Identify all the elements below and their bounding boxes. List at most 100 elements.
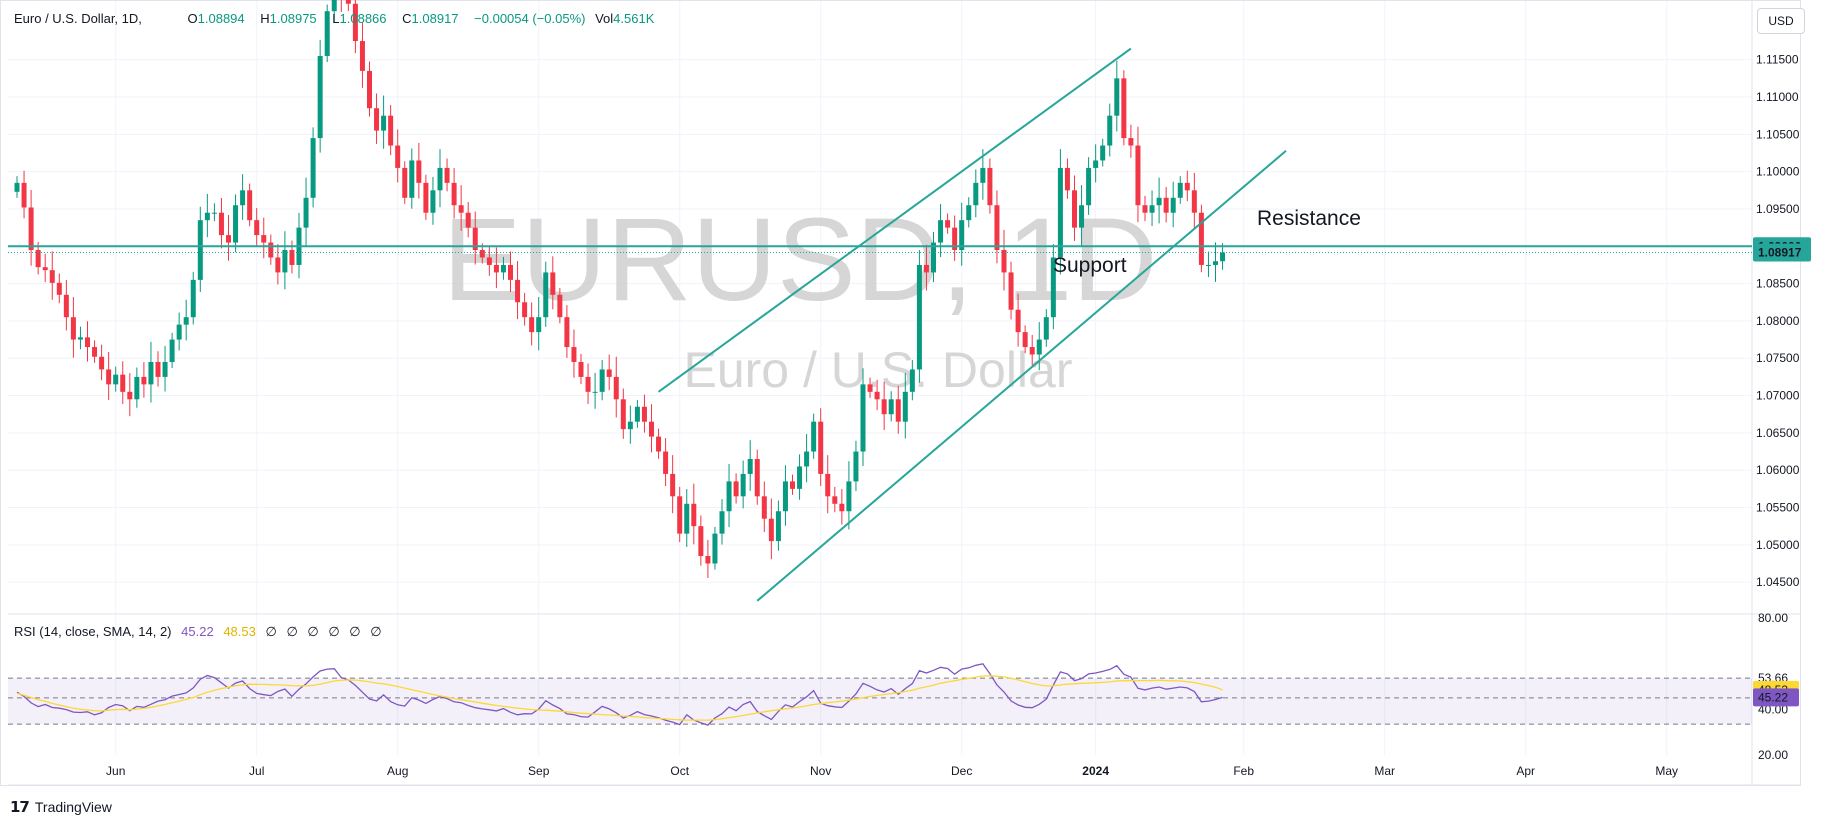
candle-body <box>106 369 112 385</box>
price-tick-label: 1.11500 <box>1756 53 1799 67</box>
rsi-legend-label[interactable]: RSI (14, close, SMA, 14, 2) <box>14 624 172 639</box>
candle-body <box>712 533 718 564</box>
candle-body <box>564 317 570 348</box>
candle-body <box>515 279 521 303</box>
candle-body <box>550 272 556 295</box>
close-value: 1.08917 <box>411 11 459 26</box>
candle-body <box>162 361 168 377</box>
tradingview-logo[interactable]: 𝟭𝟳 TradingView <box>10 798 112 816</box>
candle-body <box>959 220 965 251</box>
candle-body <box>606 369 612 377</box>
candle-body <box>522 302 528 318</box>
candle-body <box>331 0 337 12</box>
candle-body <box>634 406 640 422</box>
candle-body <box>980 167 986 183</box>
candle-body <box>63 294 69 318</box>
time-axis-label: Aug <box>387 764 408 778</box>
low-label: L <box>332 11 340 26</box>
resistance-annotation: Resistance <box>1257 207 1361 230</box>
candle-body <box>571 347 577 362</box>
candle-body <box>705 556 711 564</box>
candle-body <box>698 526 704 557</box>
candle-body <box>268 242 274 258</box>
rsi-tick-label: 20.00 <box>1758 748 1788 762</box>
candle-body <box>1086 167 1092 206</box>
candle-body <box>395 145 401 168</box>
candle-body <box>1149 205 1155 213</box>
candle-body <box>1050 257 1056 318</box>
symbol-label[interactable]: Euro / U.S. Dollar, 1D, <box>14 11 142 26</box>
candle-body <box>691 503 697 527</box>
candle-body <box>324 11 330 56</box>
candle-body <box>1205 264 1211 266</box>
currency-button[interactable]: USD <box>1757 8 1805 34</box>
candle-body <box>613 376 619 400</box>
candle-body <box>1036 339 1042 355</box>
candle-body <box>70 317 76 340</box>
candle-body <box>472 227 478 251</box>
candle-body <box>317 55 323 139</box>
candle-body <box>853 451 859 482</box>
high-label: H <box>260 11 270 26</box>
candle-body <box>1156 197 1162 206</box>
candle-body <box>987 167 993 206</box>
price-tick-label: 1.05500 <box>1756 501 1800 515</box>
time-axis-label: Mar <box>1374 764 1395 778</box>
candle-body <box>790 481 795 489</box>
candle-body <box>92 347 98 357</box>
candle-body <box>916 264 922 370</box>
candle-body <box>176 324 182 340</box>
candle-body <box>211 212 217 214</box>
price-tick-label: 1.06500 <box>1756 426 1800 440</box>
candle-body <box>761 496 767 519</box>
rsi-zero-3: ∅ <box>307 624 319 639</box>
time-axis-label: May <box>1655 764 1678 778</box>
candle-body <box>134 376 140 400</box>
candle-body <box>35 250 41 268</box>
candle-body <box>479 250 485 258</box>
candle-body <box>1079 205 1085 228</box>
candle-body <box>726 481 732 512</box>
candle-body <box>881 399 887 415</box>
candle-body <box>670 473 676 497</box>
candle-body <box>1001 250 1007 273</box>
candle-body <box>1015 309 1021 333</box>
time-axis-label: Jul <box>249 764 264 778</box>
price-tick-label: 1.10000 <box>1756 165 1800 179</box>
candle-body <box>543 272 549 318</box>
vol-value: 4.561K <box>613 11 655 26</box>
candle-body <box>113 374 119 385</box>
channel-upper-trendline <box>657 47 1132 393</box>
time-axis-label: Oct <box>670 764 689 778</box>
price-tick-label: 1.06000 <box>1756 463 1800 477</box>
price-tick-label: 1.05000 <box>1756 538 1800 552</box>
candle-body <box>1114 78 1120 116</box>
candle-body <box>14 182 20 192</box>
candle-body <box>416 160 422 183</box>
rsi-axis-label: 45.22 <box>1758 690 1788 704</box>
candle-body <box>966 205 972 221</box>
rsi-zero-5: ∅ <box>349 624 361 639</box>
candle-body <box>77 337 83 340</box>
ohlc-legend: Euro / U.S. Dollar, 1D, O1.08894 H1.0897… <box>14 11 666 26</box>
candle-body <box>754 459 760 497</box>
close-label: C <box>402 11 412 26</box>
candle-body <box>42 267 48 271</box>
candle-body <box>247 190 253 221</box>
support-annotation: Support <box>1053 254 1127 277</box>
candle-body <box>663 451 669 474</box>
low-value: 1.08866 <box>339 11 387 26</box>
candle-body <box>226 235 231 243</box>
candle-body <box>649 421 654 437</box>
candle-body <box>938 220 944 243</box>
candle-body <box>451 182 457 206</box>
candle-body <box>945 220 951 228</box>
price-tick-label: 1.08000 <box>1756 314 1800 328</box>
candle-body <box>1064 167 1070 191</box>
candle-body <box>218 212 224 236</box>
candle-body <box>1184 182 1190 191</box>
high-value: 1.08975 <box>269 11 317 26</box>
candle-body <box>902 391 908 422</box>
candle-body <box>359 41 365 71</box>
